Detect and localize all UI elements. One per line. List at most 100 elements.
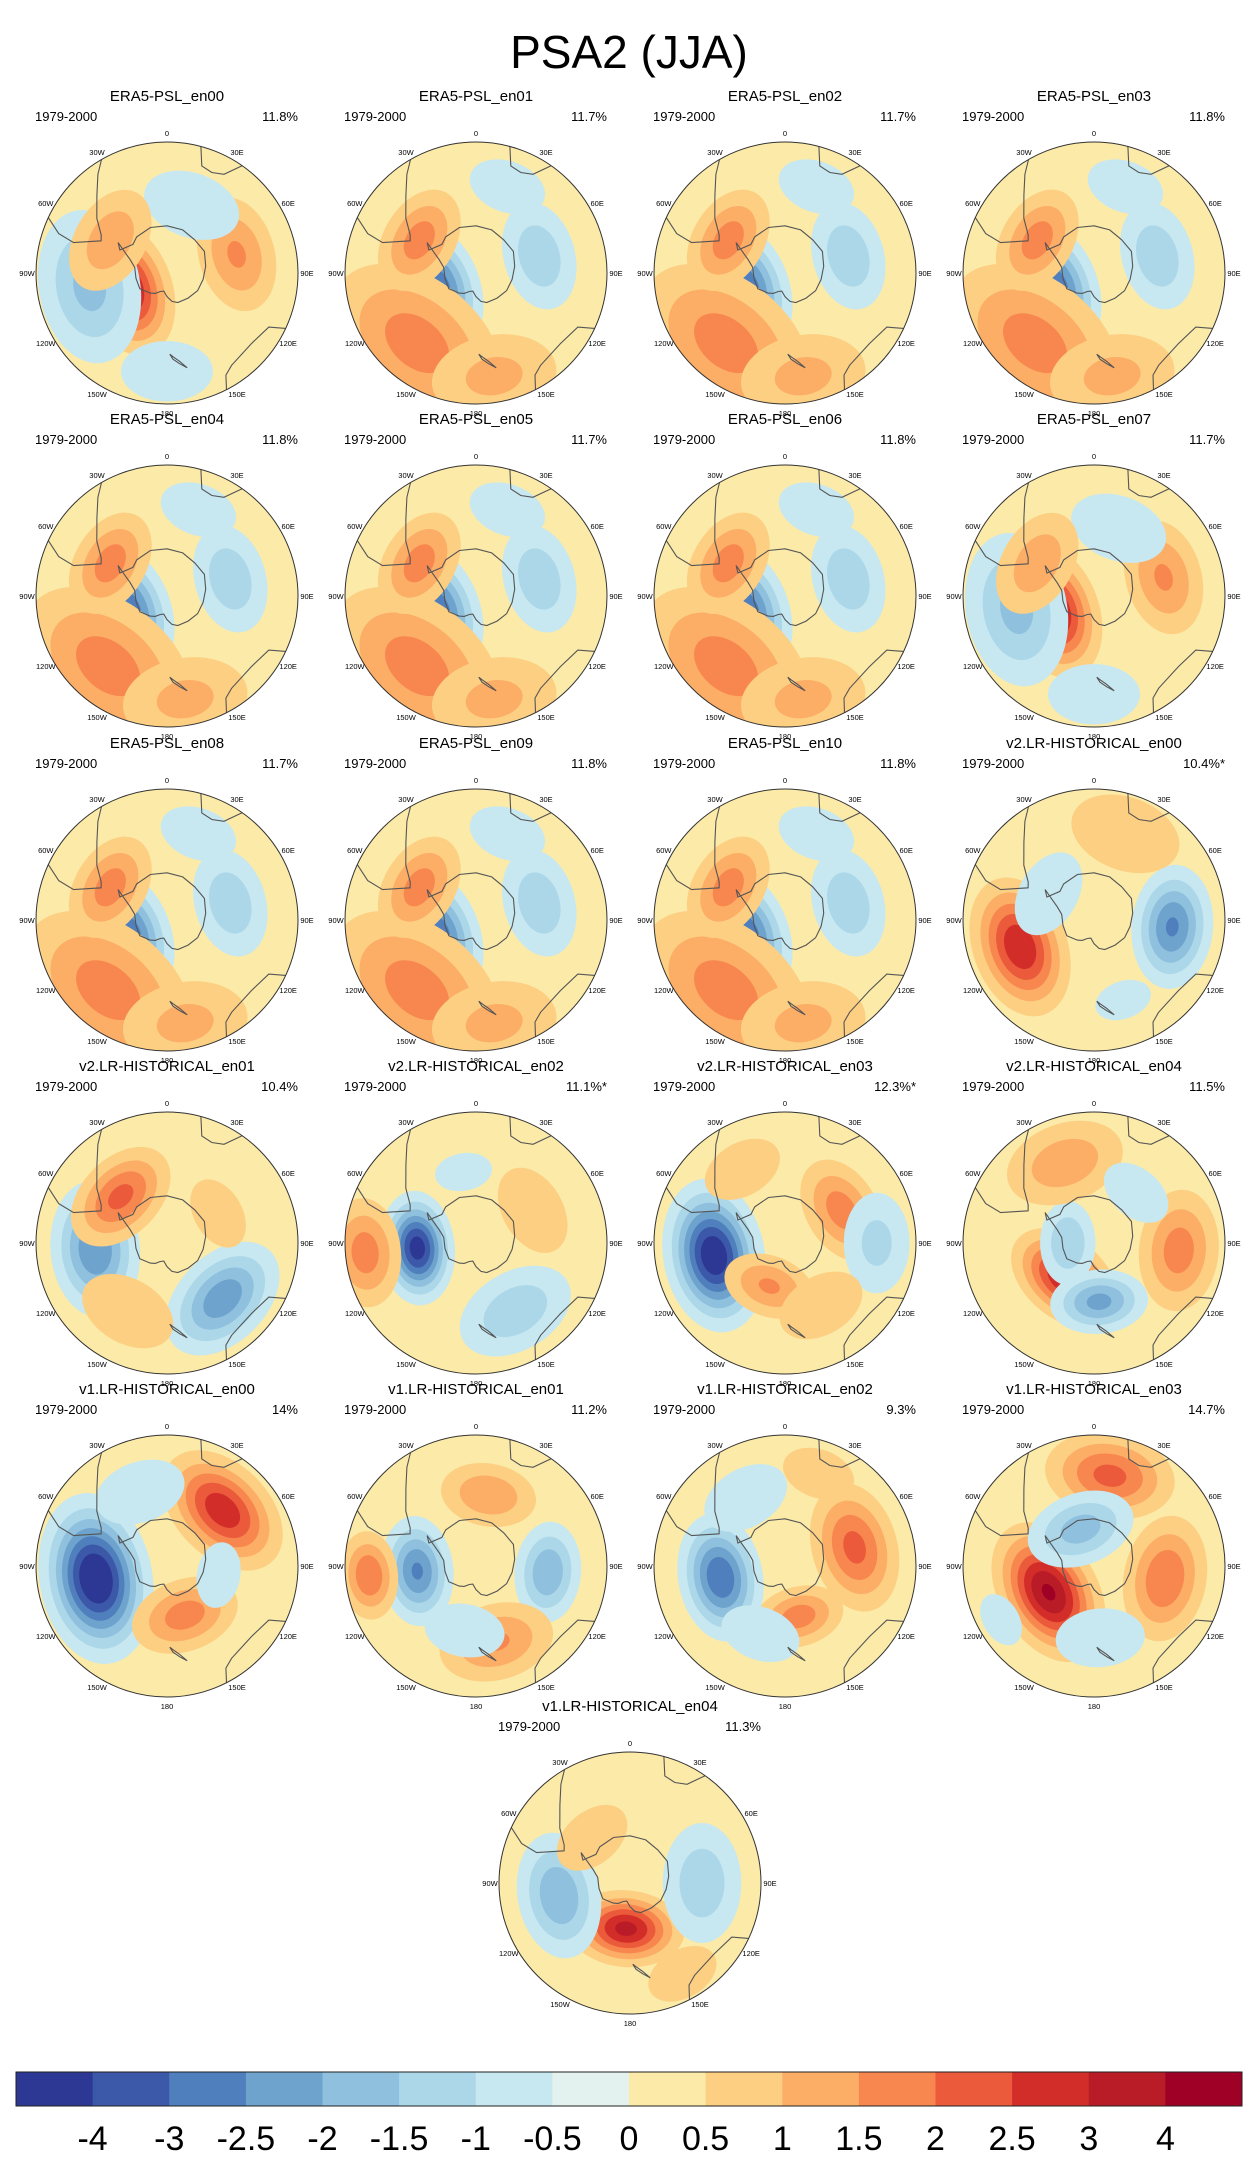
longitude-tick-label: 30E	[1157, 795, 1170, 804]
map-panel: 0 30E 60E 90E 120E 150E 180 150W 120W 90W 60W 30W ER…	[328, 88, 622, 418]
explained-variance: 11.7%	[880, 109, 916, 124]
new-zealand-coastline	[169, 1646, 188, 1662]
contour-level	[758, 1278, 780, 1294]
coastlines	[356, 793, 595, 1037]
coastlines	[665, 1439, 904, 1683]
longitude-tick-label: 60E	[282, 1169, 295, 1178]
panel-period: 1979-2000	[344, 756, 406, 771]
longitude-tick-label: 30E	[539, 1118, 552, 1127]
longitude-tick-label: 150W	[550, 2000, 571, 2009]
map-border	[653, 464, 917, 728]
coastlines	[974, 146, 1213, 390]
map-border	[962, 464, 1226, 728]
longitude-tick-label: 0	[165, 452, 169, 461]
panel-period: 1979-2000	[35, 1402, 97, 1417]
longitude-tick-label: 180	[779, 1702, 792, 1711]
longitude-tick-label: 0	[628, 1739, 632, 1748]
panel-title: v1.LR-HISTORICAL_en02	[697, 1381, 873, 1398]
colorbar-swatch	[16, 2072, 94, 2106]
contour-field	[345, 1435, 607, 1697]
australia-coastline	[225, 326, 286, 390]
contour-field	[36, 1112, 298, 1374]
contour-level	[556, 1804, 628, 1871]
contour-level	[774, 680, 832, 719]
colorbar-swatch	[322, 2072, 400, 2106]
explained-variance: 10.4%*	[1183, 756, 1225, 771]
coastlines	[510, 1756, 749, 2000]
longitude-tick-label: 30E	[230, 471, 243, 480]
new-zealand-coastline	[632, 1963, 651, 1979]
longitude-tick-label: 90W	[482, 1879, 498, 1888]
contour-level	[1083, 357, 1141, 396]
longitude-tick-label: 90W	[19, 916, 35, 925]
contour-level	[774, 1004, 832, 1043]
longitude-tick-label: 90E	[1227, 916, 1240, 925]
longitude-tick-label: 120E	[897, 986, 915, 995]
contour-level	[465, 680, 523, 719]
contour-field	[654, 1435, 916, 1697]
longitude-tick-label: 150E	[228, 1683, 246, 1692]
australia-coastline	[225, 973, 286, 1037]
contour-level	[712, 221, 744, 260]
longitude-tick-label: 120W	[345, 986, 366, 995]
panel-title: ERA5-PSL_en05	[419, 411, 533, 428]
contour-level	[1051, 1217, 1085, 1269]
contour-level	[209, 872, 252, 934]
longitude-tick-label: 90W	[946, 916, 962, 925]
africa-coastline	[200, 1116, 243, 1145]
longitude-tick-label: 150W	[1014, 713, 1035, 722]
longitude-tick-label: 60W	[965, 522, 981, 531]
contour-level	[76, 636, 141, 697]
antarctica-coastline	[426, 1518, 516, 1597]
longitude-tick-label: 60E	[900, 1492, 913, 1501]
longitude-tick-label: 150E	[846, 713, 864, 722]
coastlines	[974, 1439, 1213, 1683]
new-zealand-coastline	[478, 676, 497, 692]
longitude-tick-label: 120E	[279, 1309, 297, 1318]
colorbar-tick-label: -2	[307, 2120, 337, 2158]
colorbar-swatch	[1165, 2072, 1243, 2106]
contour-level	[403, 868, 435, 907]
longitude-tick-label: 30W	[552, 1758, 568, 1767]
contour-field	[345, 1112, 607, 1374]
map-panel: 0 30E 60E 90E 120E 150E 180 150W 120W 90W 60W 30W ER…	[328, 411, 622, 741]
longitude-tick-label: 180	[470, 409, 483, 418]
contour-level	[694, 313, 759, 374]
longitude-tick-label: 150E	[691, 2000, 709, 2009]
longitude-tick-label: 90E	[918, 1239, 931, 1248]
australia-coastline	[1152, 1619, 1213, 1683]
longitude-tick-label: 0	[783, 129, 787, 138]
africa-coastline	[818, 1116, 861, 1145]
contour-level	[424, 1603, 505, 1658]
south-america-coastline	[665, 1452, 721, 1537]
contour-level	[76, 960, 141, 1021]
longitude-tick-label: 150E	[537, 713, 555, 722]
longitude-tick-label: 30W	[398, 471, 414, 480]
longitude-tick-label: 60E	[900, 199, 913, 208]
panel-period: 1979-2000	[35, 109, 97, 124]
longitude-tick-label: 30W	[1016, 795, 1032, 804]
africa-coastline	[1127, 469, 1170, 498]
contour-level	[465, 1004, 523, 1043]
longitude-tick-label: 150E	[228, 1037, 246, 1046]
longitude-tick-label: 60W	[38, 846, 54, 855]
colorbar-swatch	[399, 2072, 477, 2106]
explained-variance: 14%	[272, 1402, 298, 1417]
contour-level	[411, 1562, 423, 1580]
longitude-tick-label: 90E	[609, 1562, 622, 1571]
australia-coastline	[688, 1936, 749, 2000]
explained-variance: 11.8%	[571, 756, 607, 771]
antarctica-coastline	[580, 1835, 670, 1914]
longitude-tick-label: 30W	[1016, 148, 1032, 157]
contour-field	[963, 142, 1225, 404]
africa-coastline	[200, 1439, 243, 1468]
longitude-tick-label: 60E	[900, 846, 913, 855]
contour-field	[963, 789, 1225, 1051]
colorbar-tick-label: 3	[1079, 2120, 1098, 2158]
longitude-tick-label: 180	[1088, 1702, 1101, 1711]
antarctica-coastline	[1044, 1195, 1134, 1274]
map-border	[962, 1434, 1226, 1698]
longitude-tick-label: 150E	[846, 1037, 864, 1046]
contour-level	[704, 1464, 788, 1532]
